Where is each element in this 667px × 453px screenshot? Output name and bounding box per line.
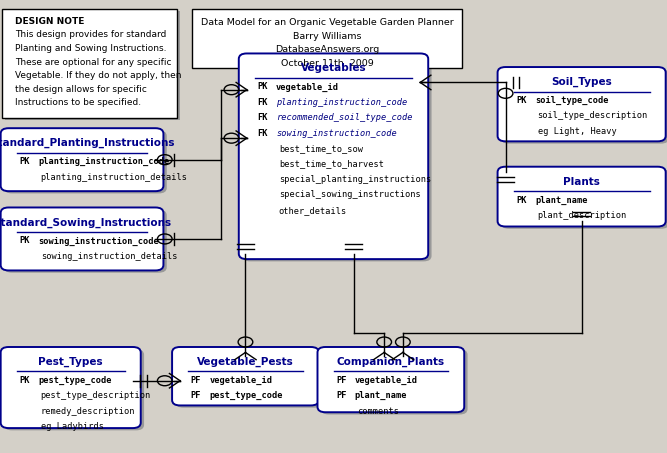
- Text: Barry Williams: Barry Williams: [293, 32, 362, 41]
- Text: best_time_to_harvest: best_time_to_harvest: [279, 159, 384, 169]
- Text: Standard_Planting_Instructions: Standard_Planting_Instructions: [0, 138, 174, 148]
- FancyBboxPatch shape: [239, 53, 428, 259]
- FancyBboxPatch shape: [501, 69, 667, 144]
- FancyBboxPatch shape: [4, 130, 167, 193]
- Text: Standard_Sowing_Instructions: Standard_Sowing_Instructions: [0, 217, 171, 227]
- FancyBboxPatch shape: [498, 167, 666, 226]
- Text: PK: PK: [257, 82, 268, 92]
- FancyBboxPatch shape: [498, 67, 666, 141]
- Text: PK: PK: [19, 376, 30, 385]
- FancyBboxPatch shape: [1, 128, 163, 191]
- Text: vegetable_id: vegetable_id: [209, 376, 272, 385]
- Text: DatabaseAnswers.org: DatabaseAnswers.org: [275, 45, 380, 54]
- Text: Plants: Plants: [563, 177, 600, 187]
- Text: planting_instruction_details: planting_instruction_details: [41, 173, 187, 182]
- FancyBboxPatch shape: [4, 210, 167, 273]
- Text: Planting and Sowing Instructions.: Planting and Sowing Instructions.: [15, 44, 166, 53]
- Text: Data Model for an Organic Vegetable Garden Planner: Data Model for an Organic Vegetable Gard…: [201, 18, 454, 27]
- FancyBboxPatch shape: [5, 11, 180, 120]
- Text: eg Light, Heavy: eg Light, Heavy: [538, 127, 616, 136]
- Text: FK: FK: [257, 129, 268, 138]
- Text: vegetable_id: vegetable_id: [355, 376, 418, 385]
- FancyBboxPatch shape: [1, 207, 163, 270]
- Text: These are optional for any specific: These are optional for any specific: [15, 58, 171, 67]
- FancyBboxPatch shape: [2, 9, 177, 118]
- Text: FK: FK: [257, 113, 268, 122]
- Text: sowing_instruction_details: sowing_instruction_details: [41, 252, 177, 261]
- Text: pest_type_code: pest_type_code: [38, 376, 111, 385]
- Text: Companion_Plants: Companion_Plants: [337, 357, 445, 367]
- Text: vegetable_id: vegetable_id: [276, 82, 339, 92]
- FancyBboxPatch shape: [317, 347, 464, 412]
- Text: sowing_instruction_code: sowing_instruction_code: [38, 236, 159, 246]
- Text: PF: PF: [336, 376, 347, 385]
- Text: planting_instruction_code: planting_instruction_code: [38, 157, 169, 166]
- Text: DESIGN NOTE: DESIGN NOTE: [15, 17, 84, 26]
- FancyBboxPatch shape: [175, 349, 322, 408]
- FancyBboxPatch shape: [172, 347, 319, 405]
- Text: eg Ladybirds: eg Ladybirds: [41, 422, 103, 431]
- Text: soil_type_description: soil_type_description: [538, 111, 648, 120]
- Text: comments: comments: [358, 407, 400, 416]
- FancyBboxPatch shape: [501, 169, 667, 229]
- Text: special_planting_instructions: special_planting_instructions: [279, 175, 431, 184]
- Text: pest_type_description: pest_type_description: [41, 391, 151, 400]
- Text: Vegetables: Vegetables: [301, 63, 366, 73]
- Text: plant_name: plant_name: [535, 196, 588, 205]
- Text: best_time_to_sow: best_time_to_sow: [279, 144, 363, 153]
- Text: the design allows for specific: the design allows for specific: [15, 85, 147, 94]
- Text: planting_instruction_code: planting_instruction_code: [276, 98, 408, 107]
- FancyBboxPatch shape: [1, 347, 141, 428]
- Text: PK: PK: [516, 96, 527, 105]
- Text: other_details: other_details: [279, 206, 347, 215]
- FancyBboxPatch shape: [242, 56, 432, 261]
- Text: PK: PK: [19, 157, 30, 166]
- FancyBboxPatch shape: [321, 349, 468, 414]
- FancyBboxPatch shape: [192, 9, 462, 68]
- Text: PF: PF: [191, 376, 201, 385]
- Text: plant_description: plant_description: [538, 211, 627, 220]
- Text: PK: PK: [516, 196, 527, 205]
- Text: Vegetable. If they do not apply, then: Vegetable. If they do not apply, then: [15, 71, 181, 80]
- Text: remedy_description: remedy_description: [41, 407, 135, 416]
- Text: PF: PF: [336, 391, 347, 400]
- Text: special_sowing_instructions: special_sowing_instructions: [279, 190, 421, 199]
- FancyBboxPatch shape: [4, 349, 144, 430]
- Text: Vegetable_Pests: Vegetable_Pests: [197, 357, 294, 367]
- Text: sowing_instruction_code: sowing_instruction_code: [276, 129, 397, 138]
- Text: October 11th. 2009: October 11th. 2009: [281, 59, 374, 68]
- Text: FK: FK: [257, 98, 268, 107]
- Text: PK: PK: [19, 236, 30, 246]
- Text: Pest_Types: Pest_Types: [39, 357, 103, 367]
- Text: Soil_Types: Soil_Types: [551, 77, 612, 87]
- Text: PF: PF: [191, 391, 201, 400]
- Text: soil_type_code: soil_type_code: [535, 96, 608, 105]
- Text: This design provides for standard: This design provides for standard: [15, 30, 166, 39]
- Text: pest_type_code: pest_type_code: [209, 391, 283, 400]
- Text: plant_name: plant_name: [355, 391, 408, 400]
- Text: recommended_soil_type_code: recommended_soil_type_code: [276, 113, 413, 122]
- Text: Instructions to be specified.: Instructions to be specified.: [15, 98, 141, 107]
